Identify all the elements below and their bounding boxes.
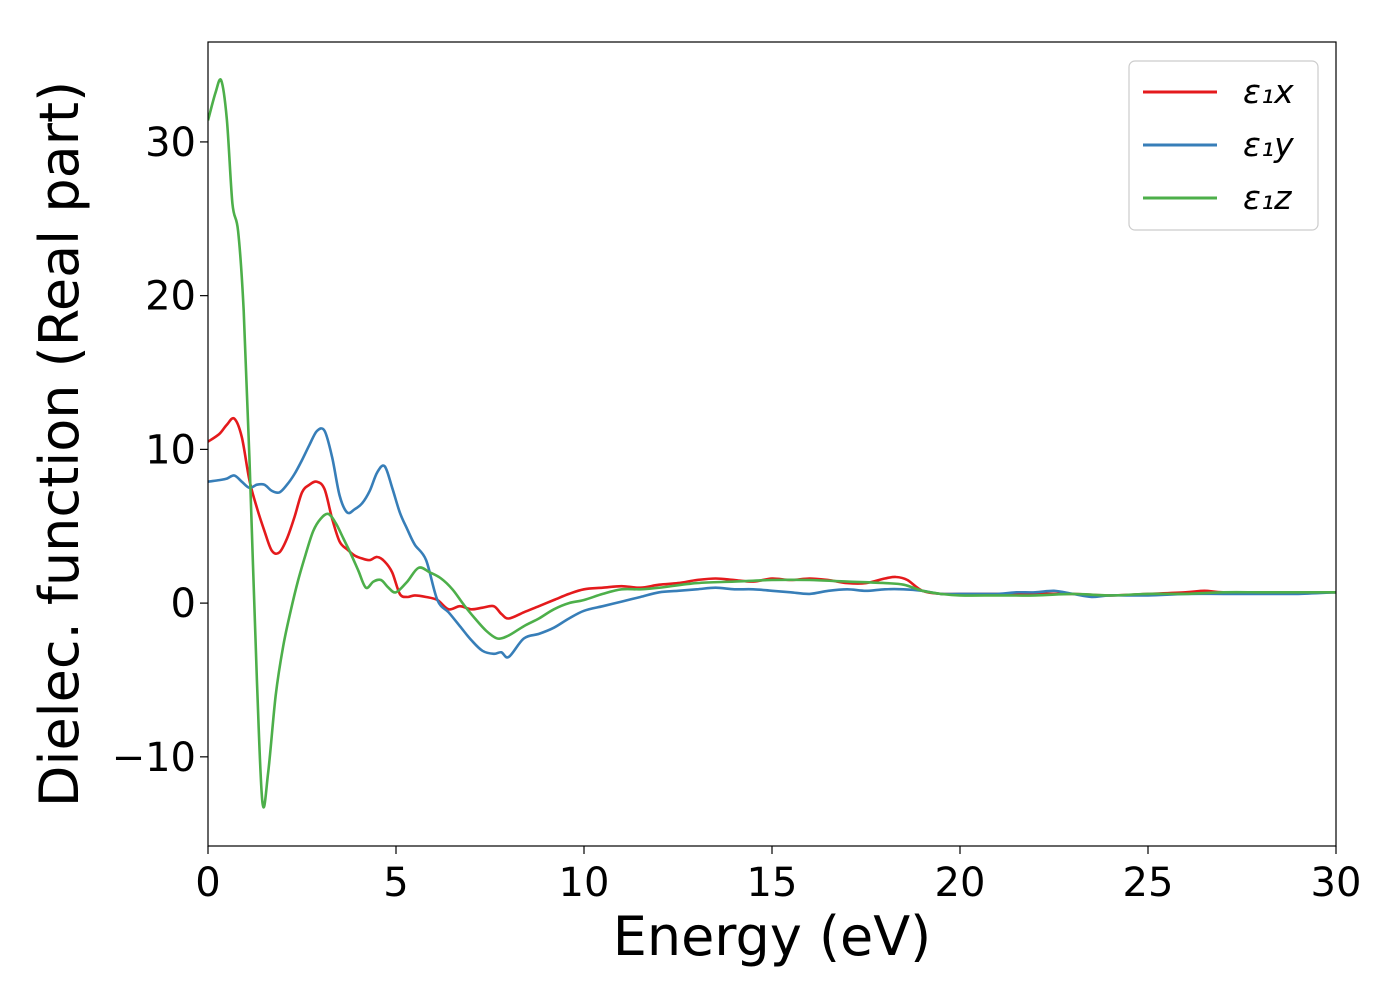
y-axis-label: Dielec. function (Real part)	[28, 81, 91, 807]
x-tick-label: 20	[935, 860, 986, 906]
x-axis-label: Energy (eV)	[613, 905, 932, 968]
legend-label: ε₁x	[1243, 72, 1294, 111]
series-layer	[208, 78, 1336, 809]
x-tick-label: 10	[559, 860, 610, 906]
legend-label: ε₁y	[1243, 125, 1294, 164]
x-tick-label: 0	[195, 860, 220, 906]
series-line-3	[208, 78, 1336, 809]
legend: ε₁x ε₁y ε₁z	[1128, 60, 1319, 231]
legend-box	[1128, 60, 1319, 231]
y-tick-label: 20	[145, 274, 196, 320]
series-line-2	[208, 427, 1336, 659]
x-axis-ticks: 0 5 10 15 20 25 30	[195, 846, 1361, 906]
x-tick-label: 5	[383, 860, 408, 906]
y-tick-label: 10	[145, 427, 196, 473]
y-tick-label: 30	[145, 120, 196, 166]
x-tick-label: 30	[1311, 860, 1362, 906]
y-tick-label: −10	[112, 735, 196, 781]
legend-label: ε₁z	[1243, 178, 1292, 217]
x-tick-label: 25	[1123, 860, 1174, 906]
y-tick-label: 0	[171, 581, 196, 627]
y-axis-ticks: −10 0 10 20 30	[112, 120, 208, 781]
x-tick-label: 15	[747, 860, 798, 906]
